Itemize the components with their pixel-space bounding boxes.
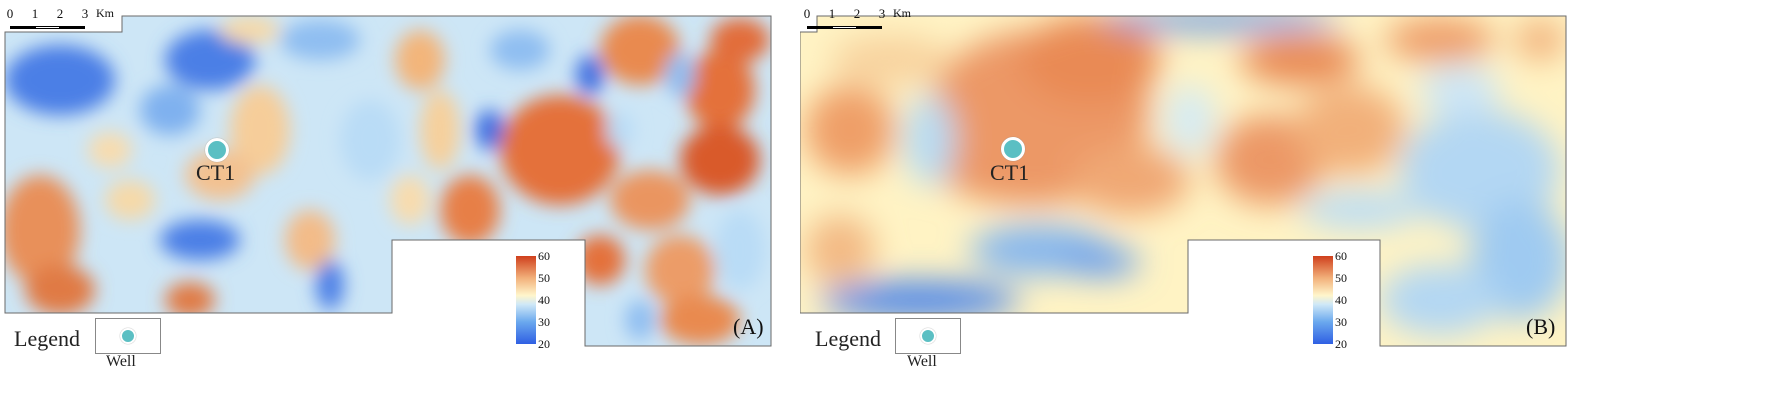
scale-tick-2: 2 bbox=[56, 6, 64, 21]
property-map-b bbox=[800, 15, 1567, 347]
scale-tick-3: 3 bbox=[878, 6, 886, 21]
scale-seg-1 bbox=[807, 26, 832, 29]
scale-unit: Km bbox=[893, 6, 911, 20]
scale-seg-3 bbox=[60, 26, 85, 29]
scale-tick-0: 0 bbox=[803, 6, 811, 21]
scale-bar: 0 1 2 3 Km bbox=[6, 6, 148, 32]
map-panel-b: 0 1 2 3 Km CT1 60 50 40 30 20 (B) Legend… bbox=[800, 0, 1680, 418]
map-panel-a: 0 1 2 3 Km CT1 60 50 40 30 20 (A) Legend… bbox=[0, 0, 880, 418]
panel-tag-b: (B) bbox=[1526, 314, 1556, 339]
well-label-ct1: CT1 bbox=[990, 160, 1030, 185]
colorbar-tick-50: 50 bbox=[538, 271, 550, 285]
scale-tick-1: 1 bbox=[31, 6, 39, 21]
scale-tick-3: 3 bbox=[81, 6, 89, 21]
scale-unit: Km bbox=[96, 6, 114, 20]
scale-seg-1 bbox=[10, 26, 35, 29]
well-marker-ct1[interactable] bbox=[205, 138, 229, 162]
legend-title: Legend bbox=[815, 326, 881, 351]
property-map-a bbox=[4, 15, 772, 347]
scale-seg-2 bbox=[832, 26, 857, 29]
legend-box bbox=[95, 318, 161, 354]
map-b-field bbox=[805, 16, 1566, 335]
colorbar-tick-20: 20 bbox=[538, 337, 550, 351]
colorbar-tick-20: 20 bbox=[1335, 337, 1347, 351]
scale-tick-2: 2 bbox=[853, 6, 861, 21]
colorbar-tick-60: 60 bbox=[1335, 249, 1347, 263]
legend-well-icon bbox=[120, 328, 136, 344]
legend-well-icon bbox=[920, 328, 936, 344]
colorbar-tick-50: 50 bbox=[1335, 271, 1347, 285]
colorbar-tick-40: 40 bbox=[538, 293, 550, 307]
colorbar bbox=[516, 256, 536, 344]
scale-seg-3 bbox=[857, 26, 882, 29]
panel-tag-a: (A) bbox=[733, 314, 764, 339]
colorbar-tick-30: 30 bbox=[1335, 315, 1347, 329]
legend-box bbox=[895, 318, 961, 354]
well-marker-ct1[interactable] bbox=[1001, 137, 1025, 161]
colorbar-tick-60: 60 bbox=[538, 249, 550, 263]
colorbar-tick-30: 30 bbox=[538, 315, 550, 329]
scale-tick-1: 1 bbox=[828, 6, 836, 21]
scale-bar-b: 0 1 2 3 Km bbox=[803, 6, 945, 32]
map-a-field bbox=[5, 16, 770, 345]
scale-tick-0: 0 bbox=[6, 6, 14, 21]
legend-title: Legend bbox=[14, 326, 80, 351]
colorbar bbox=[1313, 256, 1333, 344]
legend-well-label: Well bbox=[907, 353, 937, 370]
colorbar-tick-40: 40 bbox=[1335, 293, 1347, 307]
well-label-ct1: CT1 bbox=[196, 160, 236, 185]
legend-well-label: Well bbox=[106, 353, 136, 370]
scale-seg-2 bbox=[35, 26, 60, 29]
